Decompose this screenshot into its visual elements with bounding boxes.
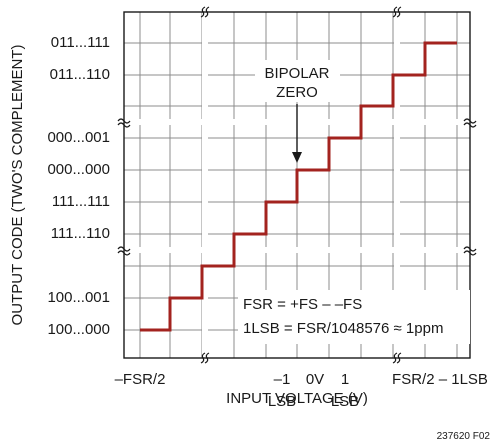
x-tick-label-3: 1 bbox=[341, 371, 349, 388]
y-tick-label-7: 100...000 bbox=[47, 321, 110, 338]
y-tick-label-0: 011...111 bbox=[51, 34, 110, 51]
y-axis-title: OUTPUT CODE (TWO'S COMPLEMENT) bbox=[9, 45, 26, 326]
notes-background bbox=[238, 290, 470, 344]
y-tick-label-2: 000...001 bbox=[47, 129, 110, 146]
y-tick-label-5: 111...110 bbox=[51, 225, 110, 242]
y-tick-label-6: 100...001 bbox=[47, 289, 110, 306]
y-tick-label-1: 011...110 bbox=[50, 66, 110, 83]
y-tick-label-3: 000...000 bbox=[47, 161, 110, 178]
note-fsr: FSR = +FS – –FS bbox=[243, 296, 362, 313]
x-break-left-gap bbox=[202, 6, 208, 364]
figure-id: 237620 F02 bbox=[437, 431, 491, 442]
x-tick-sublabel-3: LSB bbox=[331, 393, 359, 410]
y-tick-label-4: 111...111 bbox=[52, 193, 110, 210]
x-tick-labels: –FSR/2 –1 LSB 0V 1 LSB FSR/2 – 1LSB bbox=[115, 371, 488, 410]
annotation-line2: ZERO bbox=[276, 84, 318, 101]
x-tick-label-2: 0V bbox=[306, 371, 324, 388]
x-axis-title: INPUT VOLTAGE (V) bbox=[226, 390, 368, 407]
annotation-arrowhead bbox=[292, 152, 302, 163]
x-tick-label-0: –FSR/2 bbox=[115, 371, 166, 388]
x-tick-sublabel-1: LSB bbox=[268, 393, 296, 410]
annotation-line1: BIPOLAR bbox=[264, 65, 329, 82]
x-tick-label-4: FSR/2 – 1LSB bbox=[392, 371, 488, 388]
plot-frame bbox=[123, 11, 471, 359]
x-break-right-gap bbox=[394, 6, 400, 364]
annotation-background bbox=[255, 60, 340, 102]
note-lsb: 1LSB = FSR/1048576 ≈ 1ppm bbox=[243, 320, 443, 337]
transfer-curve bbox=[140, 41, 457, 332]
y-tick-labels: 011...111 011...110 000...001 000...000 111.… bbox=[47, 34, 110, 338]
y-break-lower-gap bbox=[118, 247, 476, 253]
x-tick-label-1: –1 bbox=[274, 371, 291, 388]
